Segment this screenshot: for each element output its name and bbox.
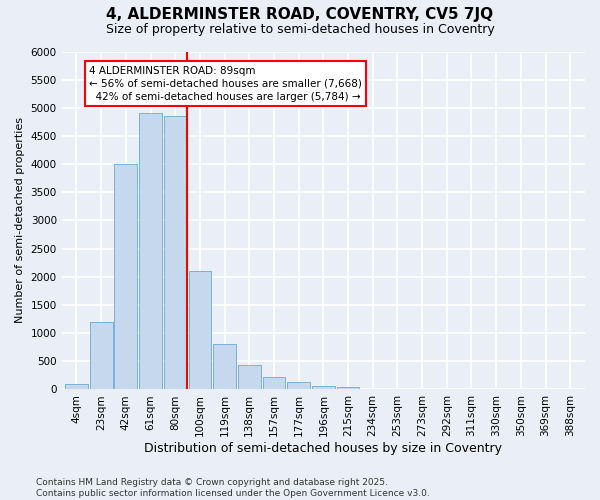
Text: 4 ALDERMINSTER ROAD: 89sqm
← 56% of semi-detached houses are smaller (7,668)
  4: 4 ALDERMINSTER ROAD: 89sqm ← 56% of semi… bbox=[89, 66, 362, 102]
Bar bbox=[238, 365, 260, 390]
Bar bbox=[65, 384, 88, 390]
Text: 4, ALDERMINSTER ROAD, COVENTRY, CV5 7JQ: 4, ALDERMINSTER ROAD, COVENTRY, CV5 7JQ bbox=[106, 8, 494, 22]
Bar bbox=[213, 344, 236, 390]
Bar bbox=[139, 114, 162, 390]
Text: Size of property relative to semi-detached houses in Coventry: Size of property relative to semi-detach… bbox=[106, 22, 494, 36]
Bar bbox=[337, 386, 359, 390]
Bar bbox=[164, 116, 187, 390]
Bar bbox=[287, 382, 310, 390]
Bar bbox=[263, 376, 286, 390]
Bar bbox=[90, 322, 113, 390]
X-axis label: Distribution of semi-detached houses by size in Coventry: Distribution of semi-detached houses by … bbox=[145, 442, 502, 455]
Y-axis label: Number of semi-detached properties: Number of semi-detached properties bbox=[15, 118, 25, 324]
Bar bbox=[188, 271, 211, 390]
Bar bbox=[312, 386, 335, 390]
Bar bbox=[115, 164, 137, 390]
Text: Contains HM Land Registry data © Crown copyright and database right 2025.
Contai: Contains HM Land Registry data © Crown c… bbox=[36, 478, 430, 498]
